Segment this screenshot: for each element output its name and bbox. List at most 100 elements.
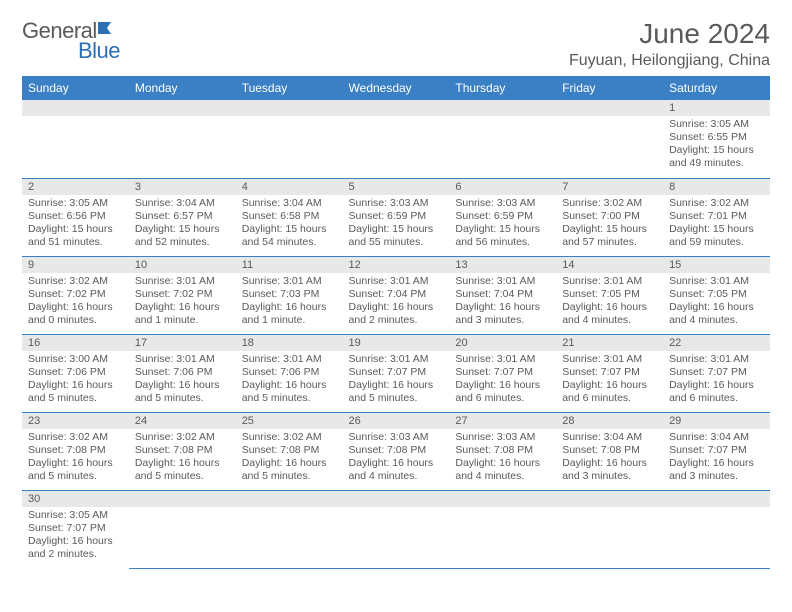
sunrise-text: Sunrise: 3:01 AM xyxy=(562,275,657,288)
daylight-text: Daylight: 15 hours and 56 minutes. xyxy=(455,223,550,249)
day-number-empty xyxy=(663,491,770,507)
day-cell: 18Sunrise: 3:01 AMSunset: 7:06 PMDayligh… xyxy=(236,334,343,412)
week-row: 23Sunrise: 3:02 AMSunset: 7:08 PMDayligh… xyxy=(22,412,770,490)
day-number-empty xyxy=(449,491,556,507)
day-number: 18 xyxy=(236,335,343,351)
day-cell xyxy=(236,100,343,178)
sunset-text: Sunset: 7:07 PM xyxy=(28,522,123,535)
daylight-text: Daylight: 15 hours and 49 minutes. xyxy=(669,144,764,170)
sunrise-text: Sunrise: 3:01 AM xyxy=(349,275,444,288)
title-block: June 2024 Fuyuan, Heilongjiang, China xyxy=(569,18,770,70)
day-details: Sunrise: 3:04 AMSunset: 6:57 PMDaylight:… xyxy=(129,195,236,254)
day-cell: 27Sunrise: 3:03 AMSunset: 7:08 PMDayligh… xyxy=(449,412,556,490)
day-cell: 2Sunrise: 3:05 AMSunset: 6:56 PMDaylight… xyxy=(22,178,129,256)
day-number: 9 xyxy=(22,257,129,273)
daylight-text: Daylight: 16 hours and 4 minutes. xyxy=(669,301,764,327)
day-number: 2 xyxy=(22,179,129,195)
weekday-header: Wednesday xyxy=(343,76,450,100)
daylight-text: Daylight: 16 hours and 5 minutes. xyxy=(242,457,337,483)
day-cell: 10Sunrise: 3:01 AMSunset: 7:02 PMDayligh… xyxy=(129,256,236,334)
week-row: 9Sunrise: 3:02 AMSunset: 7:02 PMDaylight… xyxy=(22,256,770,334)
daylight-text: Daylight: 16 hours and 4 minutes. xyxy=(562,301,657,327)
sunrise-text: Sunrise: 3:03 AM xyxy=(455,197,550,210)
sunset-text: Sunset: 7:04 PM xyxy=(349,288,444,301)
sunset-text: Sunset: 7:00 PM xyxy=(562,210,657,223)
sunrise-text: Sunrise: 3:02 AM xyxy=(562,197,657,210)
sunset-text: Sunset: 6:59 PM xyxy=(349,210,444,223)
sunset-text: Sunset: 7:03 PM xyxy=(242,288,337,301)
day-cell: 23Sunrise: 3:02 AMSunset: 7:08 PMDayligh… xyxy=(22,412,129,490)
sunrise-text: Sunrise: 3:04 AM xyxy=(669,431,764,444)
day-details: Sunrise: 3:04 AMSunset: 7:07 PMDaylight:… xyxy=(663,429,770,488)
sunset-text: Sunset: 7:08 PM xyxy=(28,444,123,457)
day-cell: 30Sunrise: 3:05 AMSunset: 7:07 PMDayligh… xyxy=(22,490,129,568)
daylight-text: Daylight: 16 hours and 1 minute. xyxy=(242,301,337,327)
day-number-empty xyxy=(129,491,236,507)
daylight-text: Daylight: 16 hours and 4 minutes. xyxy=(455,457,550,483)
daylight-text: Daylight: 15 hours and 51 minutes. xyxy=(28,223,123,249)
sunset-text: Sunset: 6:57 PM xyxy=(135,210,230,223)
day-cell: 14Sunrise: 3:01 AMSunset: 7:05 PMDayligh… xyxy=(556,256,663,334)
month-title: June 2024 xyxy=(569,18,770,50)
day-details: Sunrise: 3:01 AMSunset: 7:05 PMDaylight:… xyxy=(663,273,770,332)
day-cell: 11Sunrise: 3:01 AMSunset: 7:03 PMDayligh… xyxy=(236,256,343,334)
daylight-text: Daylight: 16 hours and 6 minutes. xyxy=(562,379,657,405)
day-cell xyxy=(556,490,663,568)
day-number-empty xyxy=(556,491,663,507)
daylight-text: Daylight: 15 hours and 55 minutes. xyxy=(349,223,444,249)
week-row: 30Sunrise: 3:05 AMSunset: 7:07 PMDayligh… xyxy=(22,490,770,568)
weekday-header: Saturday xyxy=(663,76,770,100)
day-details: Sunrise: 3:03 AMSunset: 7:08 PMDaylight:… xyxy=(343,429,450,488)
weekday-header: Thursday xyxy=(449,76,556,100)
sunrise-text: Sunrise: 3:02 AM xyxy=(669,197,764,210)
sunrise-text: Sunrise: 3:03 AM xyxy=(349,431,444,444)
sunrise-text: Sunrise: 3:01 AM xyxy=(135,275,230,288)
sunrise-text: Sunrise: 3:01 AM xyxy=(455,353,550,366)
day-number-empty xyxy=(22,100,129,116)
day-cell: 1Sunrise: 3:05 AMSunset: 6:55 PMDaylight… xyxy=(663,100,770,178)
day-details: Sunrise: 3:03 AMSunset: 7:08 PMDaylight:… xyxy=(449,429,556,488)
day-number-empty xyxy=(556,100,663,116)
day-number: 29 xyxy=(663,413,770,429)
day-cell xyxy=(556,100,663,178)
day-number: 6 xyxy=(449,179,556,195)
sunset-text: Sunset: 7:07 PM xyxy=(669,444,764,457)
day-cell: 25Sunrise: 3:02 AMSunset: 7:08 PMDayligh… xyxy=(236,412,343,490)
sunrise-text: Sunrise: 3:02 AM xyxy=(28,431,123,444)
day-details: Sunrise: 3:01 AMSunset: 7:06 PMDaylight:… xyxy=(236,351,343,410)
sunset-text: Sunset: 7:07 PM xyxy=(562,366,657,379)
day-cell: 3Sunrise: 3:04 AMSunset: 6:57 PMDaylight… xyxy=(129,178,236,256)
sunrise-text: Sunrise: 3:04 AM xyxy=(562,431,657,444)
weekday-header-row: Sunday Monday Tuesday Wednesday Thursday… xyxy=(22,76,770,100)
sunrise-text: Sunrise: 3:03 AM xyxy=(349,197,444,210)
day-number: 19 xyxy=(343,335,450,351)
day-cell: 24Sunrise: 3:02 AMSunset: 7:08 PMDayligh… xyxy=(129,412,236,490)
daylight-text: Daylight: 16 hours and 3 minutes. xyxy=(455,301,550,327)
weekday-header: Monday xyxy=(129,76,236,100)
sunrise-text: Sunrise: 3:00 AM xyxy=(28,353,123,366)
day-number-empty xyxy=(236,491,343,507)
sunset-text: Sunset: 7:08 PM xyxy=(135,444,230,457)
sunset-text: Sunset: 7:06 PM xyxy=(135,366,230,379)
day-cell: 17Sunrise: 3:01 AMSunset: 7:06 PMDayligh… xyxy=(129,334,236,412)
day-cell: 13Sunrise: 3:01 AMSunset: 7:04 PMDayligh… xyxy=(449,256,556,334)
sunrise-text: Sunrise: 3:02 AM xyxy=(242,431,337,444)
day-cell: 12Sunrise: 3:01 AMSunset: 7:04 PMDayligh… xyxy=(343,256,450,334)
daylight-text: Daylight: 15 hours and 57 minutes. xyxy=(562,223,657,249)
sunset-text: Sunset: 7:08 PM xyxy=(349,444,444,457)
day-number: 16 xyxy=(22,335,129,351)
sunset-text: Sunset: 7:08 PM xyxy=(562,444,657,457)
daylight-text: Daylight: 15 hours and 52 minutes. xyxy=(135,223,230,249)
day-number: 7 xyxy=(556,179,663,195)
daylight-text: Daylight: 16 hours and 3 minutes. xyxy=(562,457,657,483)
day-cell xyxy=(449,490,556,568)
sunset-text: Sunset: 7:05 PM xyxy=(562,288,657,301)
week-row: 2Sunrise: 3:05 AMSunset: 6:56 PMDaylight… xyxy=(22,178,770,256)
day-cell xyxy=(449,100,556,178)
day-details: Sunrise: 3:05 AMSunset: 7:07 PMDaylight:… xyxy=(22,507,129,566)
calendar-table: Sunday Monday Tuesday Wednesday Thursday… xyxy=(22,76,770,569)
day-cell: 29Sunrise: 3:04 AMSunset: 7:07 PMDayligh… xyxy=(663,412,770,490)
daylight-text: Daylight: 16 hours and 5 minutes. xyxy=(28,379,123,405)
day-details: Sunrise: 3:00 AMSunset: 7:06 PMDaylight:… xyxy=(22,351,129,410)
day-number: 17 xyxy=(129,335,236,351)
